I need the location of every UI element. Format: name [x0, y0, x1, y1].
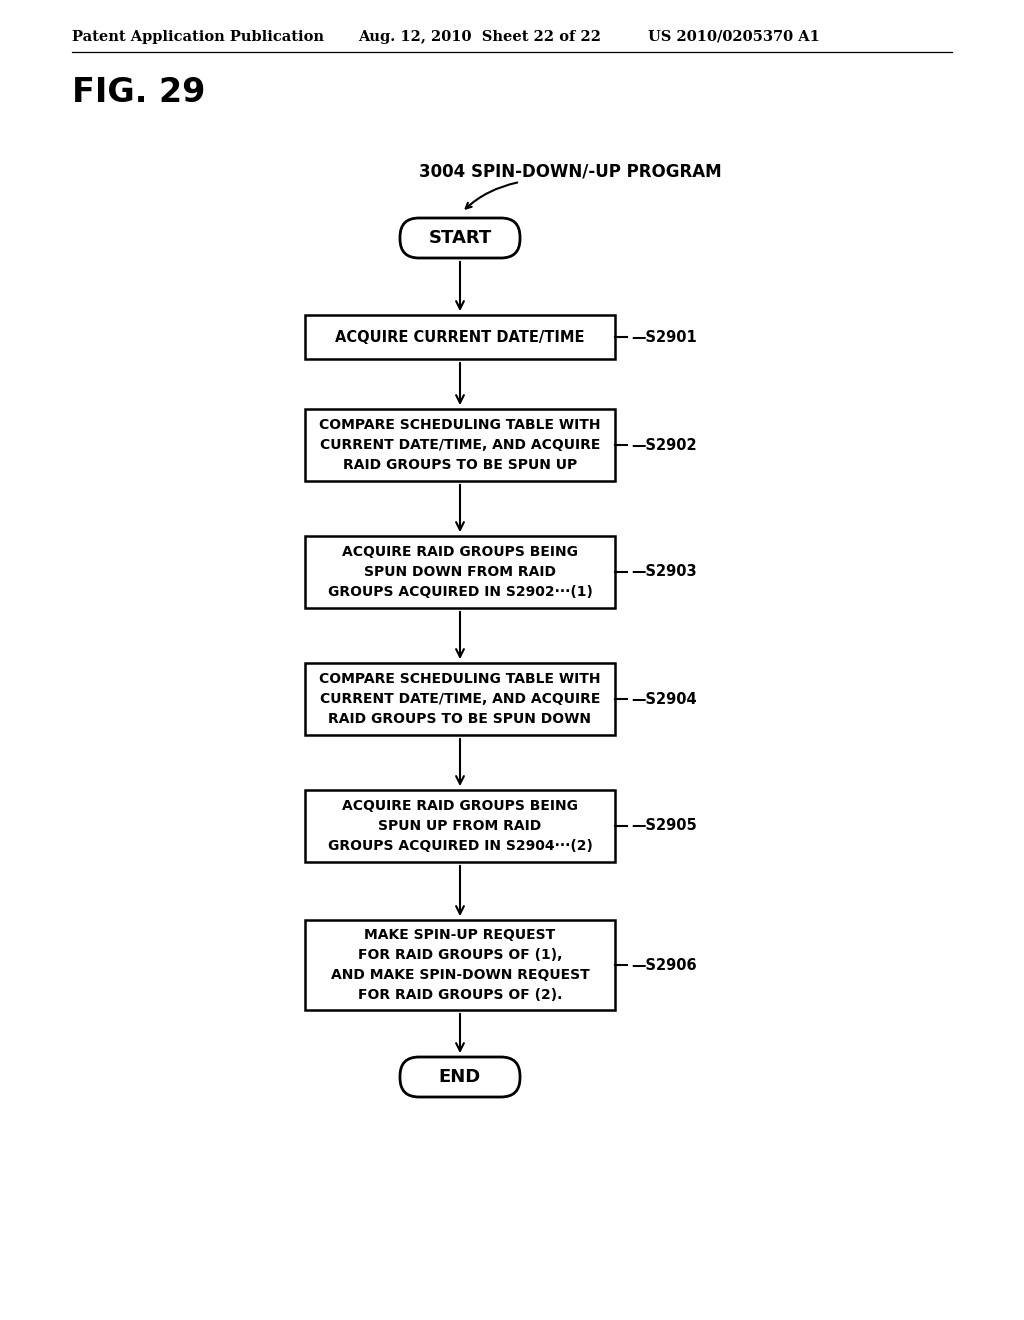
FancyBboxPatch shape: [400, 1057, 520, 1097]
Text: MAKE SPIN-UP REQUEST: MAKE SPIN-UP REQUEST: [365, 928, 556, 942]
Bar: [305, 409, 615, 480]
Bar: [305, 663, 615, 735]
Text: FIG. 29: FIG. 29: [72, 75, 206, 108]
Text: RAID GROUPS TO BE SPUN DOWN: RAID GROUPS TO BE SPUN DOWN: [329, 711, 592, 726]
Text: —S2902: —S2902: [631, 437, 696, 453]
Bar: [305, 536, 615, 609]
Text: GROUPS ACQUIRED IN S2902···(1): GROUPS ACQUIRED IN S2902···(1): [328, 585, 593, 599]
Text: US 2010/0205370 A1: US 2010/0205370 A1: [648, 30, 820, 44]
Text: —S2906: —S2906: [631, 957, 696, 973]
Text: SPUN UP FROM RAID: SPUN UP FROM RAID: [379, 818, 542, 833]
Text: —S2903: —S2903: [631, 565, 696, 579]
Text: CURRENT DATE/TIME, AND ACQUIRE: CURRENT DATE/TIME, AND ACQUIRE: [319, 692, 600, 706]
Text: COMPARE SCHEDULING TABLE WITH: COMPARE SCHEDULING TABLE WITH: [319, 418, 601, 432]
Text: AND MAKE SPIN-DOWN REQUEST: AND MAKE SPIN-DOWN REQUEST: [331, 968, 590, 982]
Text: 3004 SPIN-DOWN/-UP PROGRAM: 3004 SPIN-DOWN/-UP PROGRAM: [419, 162, 721, 181]
Text: CURRENT DATE/TIME, AND ACQUIRE: CURRENT DATE/TIME, AND ACQUIRE: [319, 438, 600, 451]
Text: Aug. 12, 2010  Sheet 22 of 22: Aug. 12, 2010 Sheet 22 of 22: [358, 30, 601, 44]
Text: RAID GROUPS TO BE SPUN UP: RAID GROUPS TO BE SPUN UP: [343, 458, 578, 473]
Text: GROUPS ACQUIRED IN S2904···(2): GROUPS ACQUIRED IN S2904···(2): [328, 840, 593, 853]
Text: Patent Application Publication: Patent Application Publication: [72, 30, 324, 44]
Text: SPUN DOWN FROM RAID: SPUN DOWN FROM RAID: [364, 565, 556, 579]
Text: COMPARE SCHEDULING TABLE WITH: COMPARE SCHEDULING TABLE WITH: [319, 672, 601, 686]
Text: ACQUIRE CURRENT DATE/TIME: ACQUIRE CURRENT DATE/TIME: [335, 330, 585, 345]
Text: START: START: [428, 228, 492, 247]
Text: —S2905: —S2905: [631, 818, 696, 833]
Text: —S2904: —S2904: [631, 692, 696, 706]
Bar: [305, 920, 615, 1010]
Bar: [305, 315, 615, 359]
Text: FOR RAID GROUPS OF (1),: FOR RAID GROUPS OF (1),: [357, 948, 562, 962]
Bar: [305, 789, 615, 862]
FancyBboxPatch shape: [400, 218, 520, 257]
Text: END: END: [439, 1068, 481, 1086]
Text: FOR RAID GROUPS OF (2).: FOR RAID GROUPS OF (2).: [357, 987, 562, 1002]
Text: ACQUIRE RAID GROUPS BEING: ACQUIRE RAID GROUPS BEING: [342, 545, 578, 558]
Text: ACQUIRE RAID GROUPS BEING: ACQUIRE RAID GROUPS BEING: [342, 799, 578, 813]
Text: —S2901: —S2901: [631, 330, 696, 345]
